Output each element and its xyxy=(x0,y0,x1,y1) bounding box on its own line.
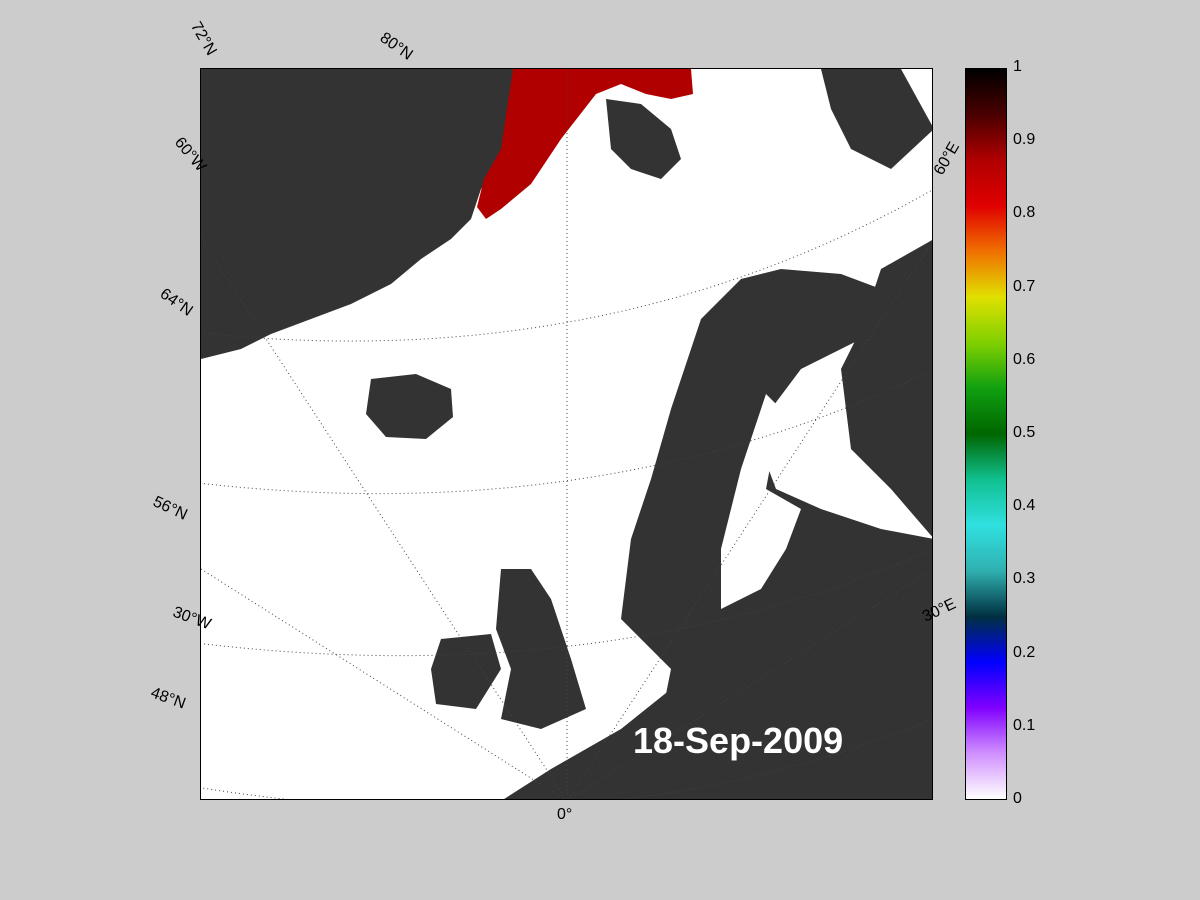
colorbar-tick: 0.4 xyxy=(1013,497,1036,515)
colorbar-tick: 0.1 xyxy=(1013,716,1036,734)
novaya-zemlya-landmass xyxy=(821,69,932,169)
colorbar xyxy=(965,68,1007,800)
lat-label-72n: 72°N xyxy=(187,19,220,59)
colorbar-tick: 0.7 xyxy=(1013,277,1036,295)
lat-label-56n: 56°N xyxy=(150,493,190,524)
lat-label-48n: 48°N xyxy=(148,684,188,713)
lon-label-60e: 60°E xyxy=(930,139,964,179)
colorbar-tick: 0.9 xyxy=(1013,131,1036,149)
ireland-landmass xyxy=(431,634,501,709)
colorbar-tick: 0.5 xyxy=(1013,424,1036,441)
colorbar-tick: 0.3 xyxy=(1013,570,1036,588)
colorbar-tick: 1 xyxy=(1013,58,1022,75)
map-panel[interactable] xyxy=(200,68,933,800)
graticule xyxy=(201,69,932,799)
colorbar-tick: 0.6 xyxy=(1013,350,1036,368)
russia-landmass xyxy=(841,240,932,537)
iceland-landmass xyxy=(366,374,453,439)
colorbar-tick: 0.8 xyxy=(1013,204,1036,222)
greenland-landmass xyxy=(201,69,519,359)
svalbard-landmass xyxy=(606,99,681,179)
lat-label-64n: 64°N xyxy=(156,285,196,320)
lon-label-0: 0° xyxy=(557,806,573,823)
map-canvas xyxy=(201,69,932,799)
europe-landmass xyxy=(504,579,932,799)
date-label: 18-Sep-2009 xyxy=(633,720,844,761)
sea-ice-region xyxy=(477,69,693,219)
baltic-sea xyxy=(721,394,801,609)
great-britain-landmass xyxy=(496,569,586,729)
lat-label-80n: 80°N xyxy=(376,29,416,64)
colorbar-tick: 0.2 xyxy=(1013,643,1036,661)
colorbar-tick: 0 xyxy=(1013,790,1022,807)
